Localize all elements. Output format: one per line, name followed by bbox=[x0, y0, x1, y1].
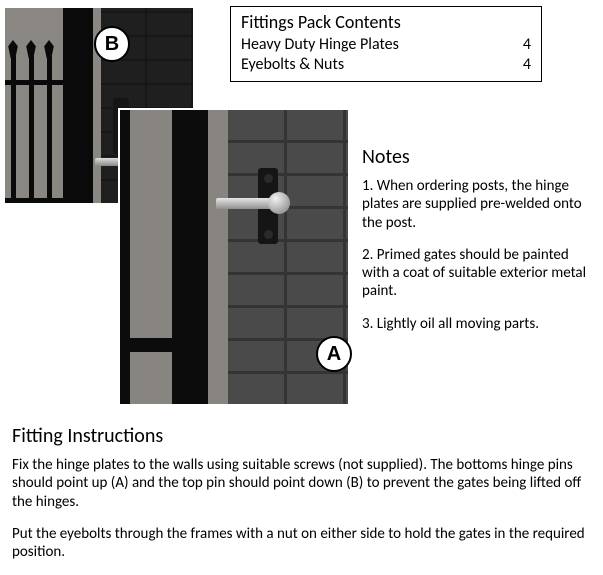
gate-picket-icon bbox=[47, 56, 52, 203]
notes-title: Notes bbox=[362, 145, 590, 169]
hinge-pin-icon bbox=[216, 198, 272, 209]
finial-icon bbox=[43, 40, 55, 58]
illustration-area: B A bbox=[0, 0, 355, 410]
badge-label: B bbox=[105, 33, 119, 56]
note-item: 3. Lightly oil all moving parts. bbox=[362, 315, 590, 333]
fitting-paragraph: Put the eyebolts through the frames with… bbox=[12, 525, 590, 562]
screw-hole-icon bbox=[264, 230, 273, 239]
gate-frame-icon bbox=[172, 110, 208, 404]
note-item: 1. When ordering posts, the hinge plates… bbox=[362, 177, 590, 232]
table-cell-qty: 4 bbox=[523, 35, 531, 55]
gate-frame-icon bbox=[120, 110, 130, 404]
screw-hole-icon bbox=[264, 174, 273, 183]
hinge-nut-icon bbox=[268, 192, 290, 214]
finial-icon bbox=[7, 40, 19, 58]
fitting-title: Fitting Instructions bbox=[12, 424, 590, 448]
gate-frame-icon bbox=[120, 338, 208, 352]
finial-icon bbox=[25, 40, 37, 58]
gate-picket-icon bbox=[11, 56, 16, 203]
badge-label: A bbox=[327, 343, 341, 366]
fitting-paragraph: Fix the hinge plates to the walls using … bbox=[12, 456, 590, 511]
gate-picket-icon bbox=[29, 56, 34, 203]
hinge-photo-a bbox=[118, 108, 350, 406]
table-cell-qty: 4 bbox=[523, 55, 531, 75]
gate-post-icon bbox=[63, 8, 93, 203]
note-item: 2. Primed gates should be painted with a… bbox=[362, 246, 590, 301]
callout-badge-b: B bbox=[94, 26, 130, 62]
callout-badge-a: A bbox=[316, 336, 352, 372]
notes-section: Notes 1. When ordering posts, the hinge … bbox=[362, 145, 590, 347]
fitting-instructions-section: Fitting Instructions Fix the hinge plate… bbox=[12, 424, 590, 575]
